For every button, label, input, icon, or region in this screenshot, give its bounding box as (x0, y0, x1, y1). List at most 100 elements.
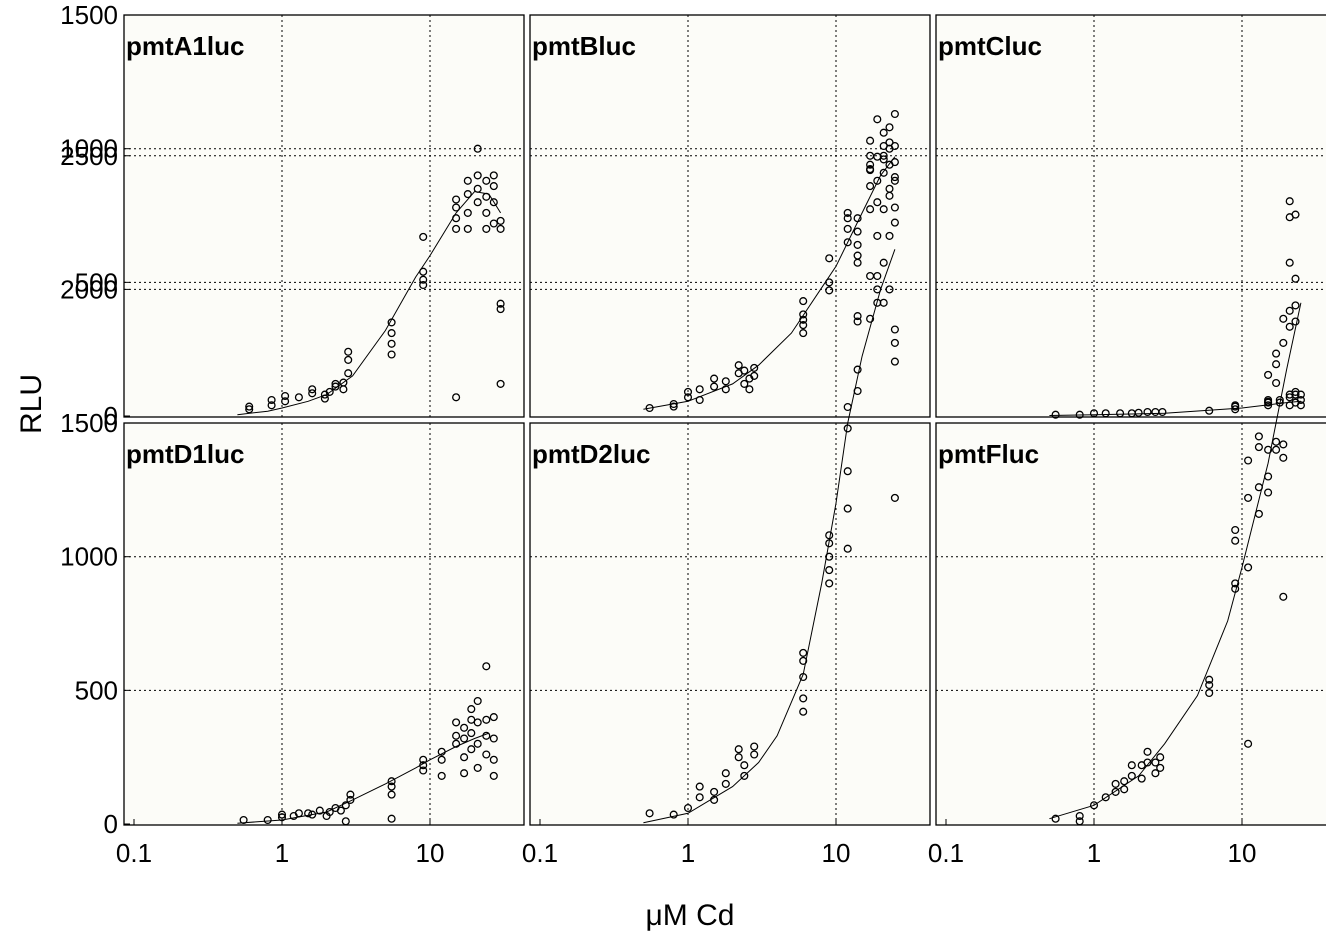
data-point (1296, 401, 1305, 410)
data-point (866, 151, 875, 160)
data-point (890, 357, 899, 366)
data-point (1156, 763, 1165, 772)
data-point (750, 742, 759, 751)
data-point (1156, 753, 1165, 762)
data-point (496, 299, 505, 308)
data-point (1254, 509, 1263, 518)
data-point (1285, 306, 1294, 315)
data-point (277, 810, 287, 819)
data-point (496, 379, 505, 388)
x-tick-label: 10 (416, 838, 445, 868)
data-point (843, 402, 852, 412)
data-point (315, 806, 324, 815)
data-point (1272, 445, 1281, 454)
data-point (1134, 408, 1143, 417)
x-axis-label: μM Cd (646, 899, 735, 932)
data-point (1285, 258, 1294, 267)
panel-pmtA1luc: pmtA1luc 0 500 1000 1500 2000 2500 (60, 0, 525, 431)
data-point (1151, 758, 1160, 767)
data-point (799, 321, 808, 330)
data-point (344, 369, 353, 378)
data-point (879, 258, 888, 267)
data-point (799, 656, 808, 665)
data-point (866, 136, 875, 145)
data-point (239, 815, 248, 825)
data-point (1205, 688, 1214, 698)
data-point (1051, 410, 1060, 419)
data-point (467, 745, 476, 754)
data-point (1120, 777, 1129, 786)
data-point (452, 224, 461, 233)
data-point (1205, 406, 1214, 415)
data-point (331, 379, 340, 388)
data-point (308, 389, 317, 398)
data-point (460, 734, 469, 743)
data-point (452, 203, 461, 212)
data-point (1127, 771, 1136, 780)
plot-area (530, 423, 930, 825)
data-point (1231, 584, 1240, 593)
data-point (452, 718, 461, 727)
fit-curve (643, 249, 896, 824)
data-point (460, 723, 469, 732)
data-point (734, 753, 743, 762)
data-point (267, 395, 276, 405)
data-point (1111, 787, 1120, 796)
data-point (1272, 378, 1281, 388)
data-point (452, 393, 461, 402)
data-point (879, 168, 888, 177)
data-point (294, 809, 303, 818)
x-tick-label: 0.1 (928, 838, 964, 868)
data-point (1296, 395, 1305, 405)
data-point (460, 769, 469, 778)
data-point (1264, 445, 1273, 454)
data-point (419, 766, 428, 775)
data-point (339, 385, 348, 394)
data-point (866, 182, 875, 191)
data-point (853, 317, 862, 326)
fit-curve (237, 190, 502, 416)
plot-area (530, 15, 930, 417)
data-point (294, 393, 303, 402)
data-point (496, 224, 505, 233)
plot-frame (529, 422, 931, 826)
data-point (489, 755, 498, 764)
data-point (331, 382, 340, 391)
data-point (304, 809, 313, 818)
panel-title: pmtD1luc (126, 439, 244, 469)
data-point (467, 729, 476, 738)
y-tick-label: 1500 (60, 408, 118, 438)
data-point (489, 182, 498, 191)
data-point (437, 747, 446, 756)
data-point (873, 176, 882, 185)
data-point (843, 208, 852, 217)
data-point (452, 195, 461, 204)
data-point (1051, 814, 1060, 823)
data-point (683, 387, 693, 396)
data-point (452, 739, 461, 748)
fit-curve (1049, 302, 1302, 820)
data-point (890, 158, 899, 167)
data-point (1264, 397, 1273, 406)
data-point (799, 648, 808, 657)
data-point (734, 745, 743, 754)
data-point (473, 763, 482, 772)
data-point (1101, 793, 1110, 802)
panel-title: pmtFluc (938, 439, 1039, 469)
data-point (683, 803, 693, 813)
plot-frame (935, 14, 1326, 418)
data-point (473, 171, 482, 180)
data-point (669, 399, 678, 409)
data-point (866, 314, 875, 323)
data-point (1279, 338, 1288, 347)
y-axis-label: RLU (15, 374, 48, 434)
data-point (1120, 785, 1129, 794)
x-tick-label: 1 (681, 838, 695, 868)
data-point (1111, 779, 1120, 788)
panel-pmtFluc: pmtFluc 0.1 1 10 (928, 155, 1326, 868)
data-point (721, 769, 730, 778)
data-point (419, 755, 428, 764)
data-point (482, 731, 491, 740)
y-tick-label: 2000 (60, 274, 118, 304)
data-point (1231, 536, 1240, 545)
